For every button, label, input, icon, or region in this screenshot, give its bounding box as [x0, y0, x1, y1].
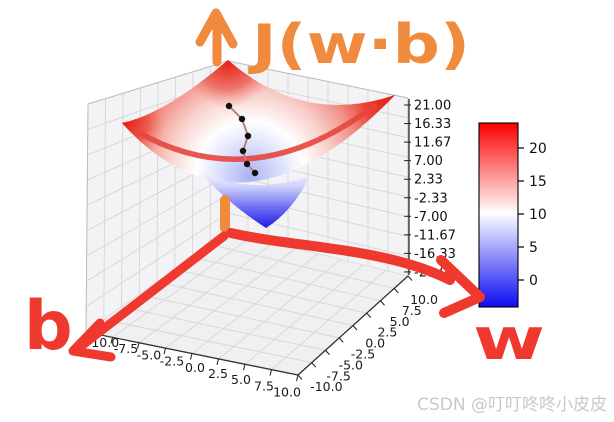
descent-point: [225, 102, 233, 110]
x-tick-label: 5.0: [231, 372, 251, 387]
floor-pane-grid: [103, 237, 395, 370]
z-tick-label: -7.00: [414, 210, 448, 225]
z-tick-label: 16.33: [414, 117, 451, 132]
z-tick-label: 21.00: [414, 99, 451, 114]
b-axis-label: b: [24, 287, 73, 366]
z-tick-label: -2.33: [414, 191, 448, 206]
y-tick-mark: [366, 312, 372, 318]
red-corner-back: [182, 60, 274, 108]
x-tick-mark: [190, 353, 193, 360]
z-tick-label: 7.00: [414, 154, 443, 169]
x-tick-mark: [243, 364, 246, 371]
x-tick-label: -2.5: [160, 354, 184, 369]
axis-ticks: -10.0-7.5-5.0-2.5 0.0 2.5 5.0 7.5 10.010.07.5…: [84, 99, 456, 400]
y-tick-mark: [311, 362, 317, 368]
cost-surface: [122, 60, 395, 228]
x-tick-mark: [216, 358, 219, 365]
y-tick-mark: [338, 337, 344, 343]
y-tick-label: 7.5: [402, 303, 422, 318]
descent-point: [251, 169, 259, 177]
colorbar-tick-label: 15: [529, 174, 547, 190]
y-tick-mark: [297, 374, 303, 380]
y-tick-mark: [407, 275, 413, 281]
z-tick-label: -11.67: [414, 228, 456, 243]
descent-point: [238, 115, 246, 123]
x-tick-mark: [137, 342, 140, 349]
y-tick-label: -2.5: [351, 347, 375, 362]
x-tick-mark: [269, 369, 272, 376]
z-tick-label: -16.33: [414, 247, 456, 262]
y-tick-label: -7.5: [326, 368, 350, 383]
bowl-bottom-tip: [200, 172, 310, 228]
y-tick-mark: [393, 288, 399, 294]
colorbar: 20 15 10 5 0: [478, 122, 547, 308]
descent-point: [244, 132, 252, 140]
x-tick-label: 2.5: [208, 366, 228, 381]
x-tick-label: -7.5: [114, 341, 138, 356]
x-tick-label: -5.0: [137, 347, 161, 362]
x-tick-label: 7.5: [254, 378, 274, 393]
x-tick-mark: [163, 348, 166, 355]
y-tick-label: -10.0: [310, 379, 342, 394]
colorbar-tick-label: 20: [529, 141, 547, 157]
y-tick-label: 2.5: [377, 325, 397, 340]
x-tick-mark: [110, 337, 113, 344]
colorbar-tick-label: 5: [529, 240, 538, 256]
front-rim-fold: [133, 103, 377, 162]
y-tick-label: 5.0: [390, 314, 410, 329]
y-tick-label: -5.0: [339, 357, 363, 372]
gradient-descent-path: [225, 102, 259, 177]
x-tick-mark: [296, 374, 299, 382]
y-tick-mark: [352, 325, 358, 331]
colorbar-ticks: 20 15 10 5 0: [518, 141, 547, 289]
colorbar-tick-label: 10: [529, 207, 547, 223]
colorbar-gradient: [478, 122, 519, 308]
j-axis-up-arrow-icon: [195, 8, 238, 67]
x-tick-label: 0.0: [185, 360, 205, 375]
hand-annotations: J(w·b) b w: [24, 8, 545, 373]
left-edge: [85, 103, 89, 333]
y-tick-mark: [380, 300, 385, 306]
w-axis-arrow-icon: [226, 228, 485, 318]
y-tick-label: 0.0: [365, 336, 385, 351]
watermark-text: CSDN @叮叮咚咚小皮皮: [417, 395, 607, 415]
z-tick-label: 2.33: [414, 173, 443, 188]
colorbar-tick-label: 0: [529, 273, 538, 289]
descent-point: [239, 147, 247, 155]
w-axis-label: w: [473, 305, 545, 373]
z-tick-label: 11.67: [414, 136, 451, 151]
b-axis-arrow-icon: [68, 231, 229, 362]
y-tick-label: 10.0: [410, 292, 438, 307]
descent-point: [243, 160, 251, 168]
x-tick-label: 10.0: [273, 385, 301, 400]
y-tick-mark: [325, 349, 330, 356]
j-axis-label: J(w·b): [247, 13, 470, 76]
